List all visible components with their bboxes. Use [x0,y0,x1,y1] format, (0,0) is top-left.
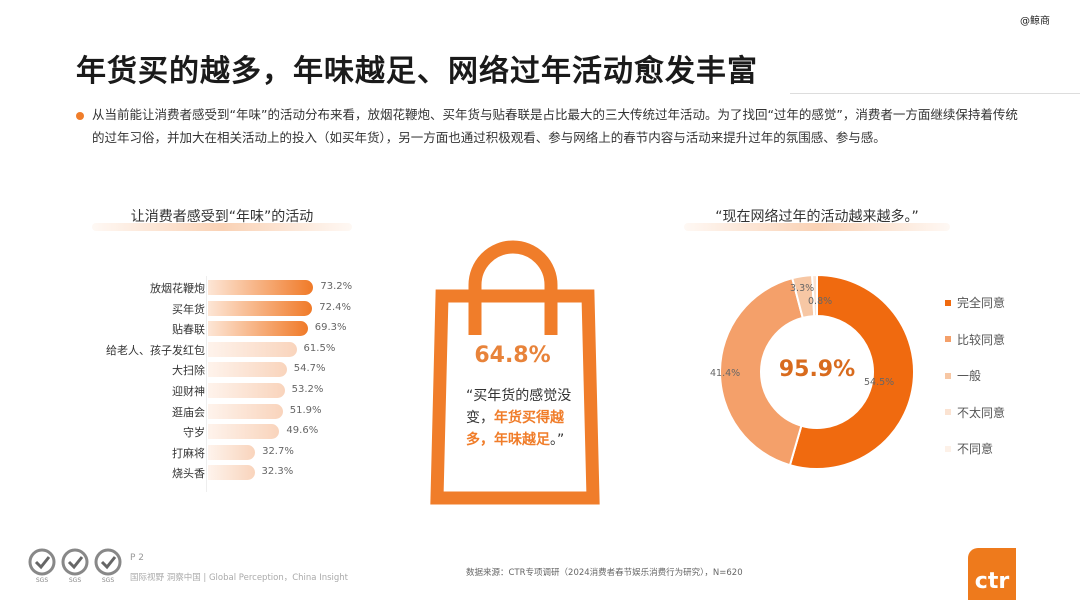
bar [208,465,255,481]
bar [208,424,280,440]
donut-chart-header: “现在网络过年的活动越来越多。” [684,206,950,231]
bar [208,362,287,378]
bar [208,321,308,337]
legend-item: 不同意 [945,440,993,457]
ctr-logo: ctr [968,548,1016,600]
legend-label: 比较同意 [957,332,1006,347]
legend-item: 不太同意 [945,404,1005,421]
cert-label: SGS [101,577,115,584]
legend-swatch [945,299,951,306]
bar-value-label: 54.7% [293,363,326,375]
donut-slice [811,273,818,318]
legend-label: 不同意 [957,442,994,456]
bar [208,280,314,295]
bar [208,403,283,419]
header-underline [92,223,352,231]
bar-label: 买年货 [172,302,205,316]
bar-value-label: 73.2% [320,281,353,292]
legend-item: 完全同意 [945,294,1005,311]
slice-label: 3.3% [790,283,815,294]
legend-label: 不太同意 [957,405,1006,420]
slice-label: 41.4% [710,368,741,379]
donut-chart-title: “现在网络过年的活动越来越多。” [715,209,919,225]
watermark: @鲸商 [1020,16,1050,27]
quote-text: “买年货的感觉没变， [466,388,572,426]
donut-slice [788,273,915,470]
bullet-icon [76,112,84,120]
slice-label: 0.8% [808,296,833,307]
bar-label: 大扫除 [172,364,205,378]
quote-highlight: 年味越足 [494,432,550,448]
bar-value-label: 61.5% [303,342,336,354]
legend-item: 一般 [945,367,981,384]
bar-value-label: 32.7% [262,445,294,457]
data-source: 数据来源：CTR专项调研（2024消费者春节娱乐消费行为研究），N=620 [466,568,743,578]
quote-text: 。” [550,432,565,448]
donut-slice [719,276,804,467]
bar-label: 放烟花鞭炮 [150,282,205,295]
summary-paragraph: 从当前能让消费者感受到“年味”的活动分布来看，放烟花鞭炮、买年货与贴春联是占比最… [92,107,1018,145]
legend-swatch [945,336,951,342]
page-title: 年货买的越多，年味越足、网络过年活动愈发丰富 [76,54,758,89]
bar-axis [206,276,207,492]
bar-label: 烧头香 [172,467,205,481]
slice-label: 54.5% [864,377,895,388]
cert-label: SGS [68,577,82,584]
bar-label: 守岁 [183,426,205,440]
header-underline [684,223,950,231]
quote-highlight: 年货买得越多， [466,410,564,448]
legend-item: 比较同意 [945,331,1005,348]
legend-label: 完全同意 [957,296,1006,310]
bar-value-label: 32.3% [261,466,294,478]
bar-value-label: 49.6% [286,425,319,437]
donut-center-label: 95.9% [778,357,856,382]
page-number: P 2 [130,553,145,563]
bar-label: 给老人、孩子发红包 [106,343,205,357]
bar-label: 迎财神 [172,385,205,398]
bag-quote: “买年货的感觉没变，年货买得越多，年味越足。” [466,385,586,451]
bag-percent: 64.8% [474,343,551,368]
legend-label: 一般 [957,369,982,383]
bar-label: 打麻将 [172,446,205,460]
bar [208,444,256,460]
bar-chart-header: 让消费者感受到“年味”的活动 [92,206,352,231]
bar [208,300,313,316]
bar-value-label: 51.9% [289,404,322,416]
bar-value-label: 72.4% [319,301,352,313]
bar-label: 逛庙会 [172,405,205,419]
footer-slogan: 国际视野 洞察中国 | Global Perception，China Insi… [130,573,349,583]
bar-value-label: 53.2% [291,384,324,395]
bar [208,341,297,357]
bar-value-label: 69.3% [314,322,347,334]
bar [208,383,285,398]
bar-chart-title: 让消费者感受到“年味”的活动 [130,209,314,225]
shopping-bag-icon [430,240,600,505]
legend-swatch [945,372,951,379]
certification-logos [28,548,122,576]
legend-swatch [945,409,951,415]
divider [790,93,1080,94]
legend-swatch [945,445,951,452]
bar-label: 贴春联 [172,323,205,337]
donut-chart [719,273,915,470]
cert-label: SGS [35,577,49,584]
